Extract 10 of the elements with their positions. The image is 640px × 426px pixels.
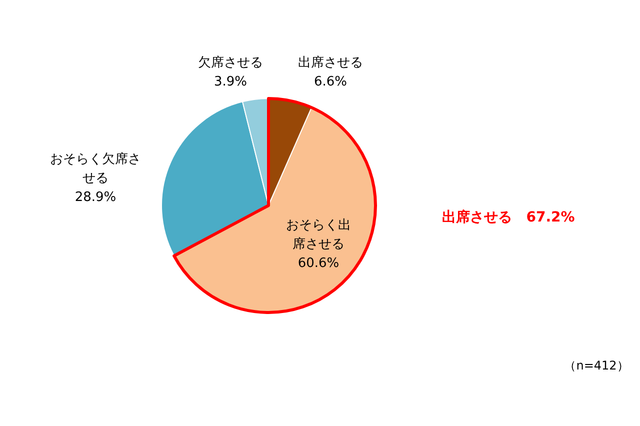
slice-label: 出席させる xyxy=(298,54,363,70)
data-label: 3.9% xyxy=(214,74,248,90)
data-label: 6.6% xyxy=(314,74,348,90)
slice-label: おそらく出席させる xyxy=(286,218,351,252)
text: 出席させる 67.2% xyxy=(442,208,575,226)
data-label: 28.9% xyxy=(74,190,116,205)
slice-label: おそらく欠席させる xyxy=(50,151,141,186)
slice-label: 欠席させる xyxy=(198,54,263,70)
data-label: 60.6% xyxy=(298,256,340,271)
text: （n=412） xyxy=(564,358,629,372)
